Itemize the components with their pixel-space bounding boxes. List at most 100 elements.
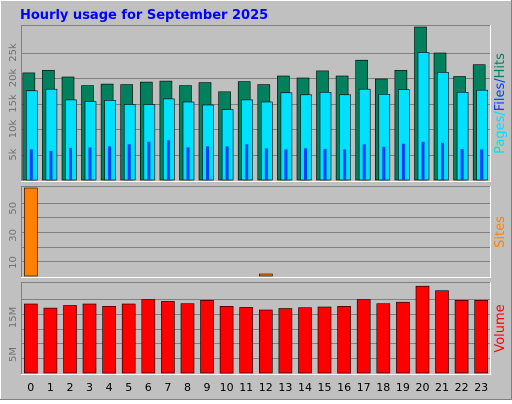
x-tick-label: 2 <box>67 381 74 394</box>
y-tick-label: 15M <box>8 307 19 328</box>
bars <box>22 26 489 374</box>
bar-pages <box>362 144 366 180</box>
bar-sites <box>23 187 38 277</box>
y-tick-label: 10 <box>8 256 19 269</box>
x-tick-label: 4 <box>106 381 113 394</box>
bar-volume <box>396 301 410 374</box>
bar-pages <box>69 147 72 180</box>
bar-pages <box>382 146 386 180</box>
x-tick-label: 0 <box>27 381 34 394</box>
bar-pages <box>460 148 464 180</box>
y-axis-label-part: Hits <box>493 53 508 78</box>
grid-lines <box>22 53 490 359</box>
y-axis-labels: Pages/Files/Hits Sites Volume <box>493 53 508 353</box>
panel-volume <box>21 282 491 375</box>
y-tick-label: 25k <box>8 43 19 62</box>
bar-volume <box>317 306 332 374</box>
bar-volume <box>376 303 391 374</box>
bar-pages <box>264 148 268 180</box>
x-tick-label: 23 <box>474 381 488 394</box>
bar-volume <box>337 305 351 374</box>
bar-volume <box>102 305 116 374</box>
bar-pages <box>147 141 151 181</box>
bar-volume <box>180 303 195 374</box>
x-tick-label: 10 <box>220 381 234 394</box>
bar-pages <box>29 149 33 180</box>
x-tick-label: 16 <box>337 381 351 394</box>
chart-title: Hourly usage for September 2025 <box>20 8 268 23</box>
bar-pages <box>421 141 425 181</box>
y-tick-labels: 5k 10k 15k 20k 25k 10 30 50 5M 15M <box>8 43 19 362</box>
bar-volume <box>43 307 58 374</box>
x-tick-label: 22 <box>455 381 469 394</box>
y-tick-label: 5M <box>8 347 19 362</box>
bar-volume <box>415 285 430 374</box>
x-tick-label: 5 <box>125 381 132 394</box>
y-axis-label-part: Files/ <box>493 78 508 112</box>
bar-volume <box>435 290 449 374</box>
y-axis-label-hits-files-pages: Pages/Files/Hits <box>493 53 508 154</box>
x-tick-label: 1 <box>47 381 54 394</box>
x-tick-label: 12 <box>259 381 273 394</box>
x-tick-label: 3 <box>86 381 93 394</box>
bar-pages <box>401 143 405 180</box>
x-tick-label: 7 <box>164 381 171 394</box>
x-tick-label: 14 <box>298 381 312 394</box>
bar-sites <box>258 273 273 277</box>
bar-volume <box>141 299 156 374</box>
x-tick-label: 9 <box>204 381 211 394</box>
y-tick-label: 15k <box>8 94 19 113</box>
bar-volume <box>219 305 234 374</box>
bar-pages <box>206 146 209 180</box>
bar-volume <box>474 299 489 374</box>
y-axis-label-part: Pages/ <box>493 111 508 154</box>
bar-pages <box>127 144 131 180</box>
x-tick-label: 8 <box>184 381 191 394</box>
x-tick-label: 15 <box>318 381 332 394</box>
x-tick-label: 6 <box>145 381 152 394</box>
bar-pages <box>323 148 327 180</box>
y-tick-label: 30 <box>8 229 19 242</box>
bar-volume <box>63 305 77 374</box>
bar-volume <box>121 303 136 374</box>
bar-volume <box>278 308 293 374</box>
bar-pages <box>480 149 484 180</box>
bar-pages <box>186 147 190 180</box>
x-tick-labels: 0 1 2 3 4 5 6 7 8 9 10 11 12 13 14 15 16 17 18 19 20 21 22 23 <box>27 381 488 394</box>
y-tick-label: 5k <box>8 148 19 160</box>
bar-pages <box>441 142 444 180</box>
bar-pages <box>108 146 112 180</box>
y-axis-label-volume: Volume <box>493 304 508 352</box>
bar-volume <box>454 299 469 374</box>
bar-pages <box>284 149 288 180</box>
x-tick-label: 21 <box>435 381 449 394</box>
x-tick-label: 11 <box>239 381 253 394</box>
bar-pages <box>245 144 249 180</box>
bar-pages <box>49 150 53 180</box>
bar-pages <box>304 148 307 180</box>
x-tick-label: 20 <box>416 381 430 394</box>
bar-files <box>25 90 38 181</box>
y-tick-label: 50 <box>8 202 19 215</box>
bar-volume <box>298 307 312 374</box>
bar-volume <box>258 309 273 374</box>
y-tick-label: 10k <box>8 120 19 139</box>
bar-volume <box>356 299 371 374</box>
y-axis-label-sites: Sites <box>493 216 508 248</box>
bar-volume <box>161 301 175 374</box>
y-tick-label: 20k <box>8 69 19 88</box>
x-tick-label: 19 <box>396 381 410 394</box>
bar-volume <box>82 303 97 374</box>
bar-volume <box>200 299 214 374</box>
bar-pages <box>88 147 92 180</box>
bar-pages <box>225 146 229 180</box>
bar-volume <box>239 307 253 374</box>
bar-volume <box>23 303 38 374</box>
x-tick-label: 17 <box>357 381 371 394</box>
bar-pages <box>343 149 347 180</box>
x-tick-label: 13 <box>278 381 292 394</box>
x-tick-label: 18 <box>376 381 390 394</box>
bar-pages <box>166 140 170 180</box>
